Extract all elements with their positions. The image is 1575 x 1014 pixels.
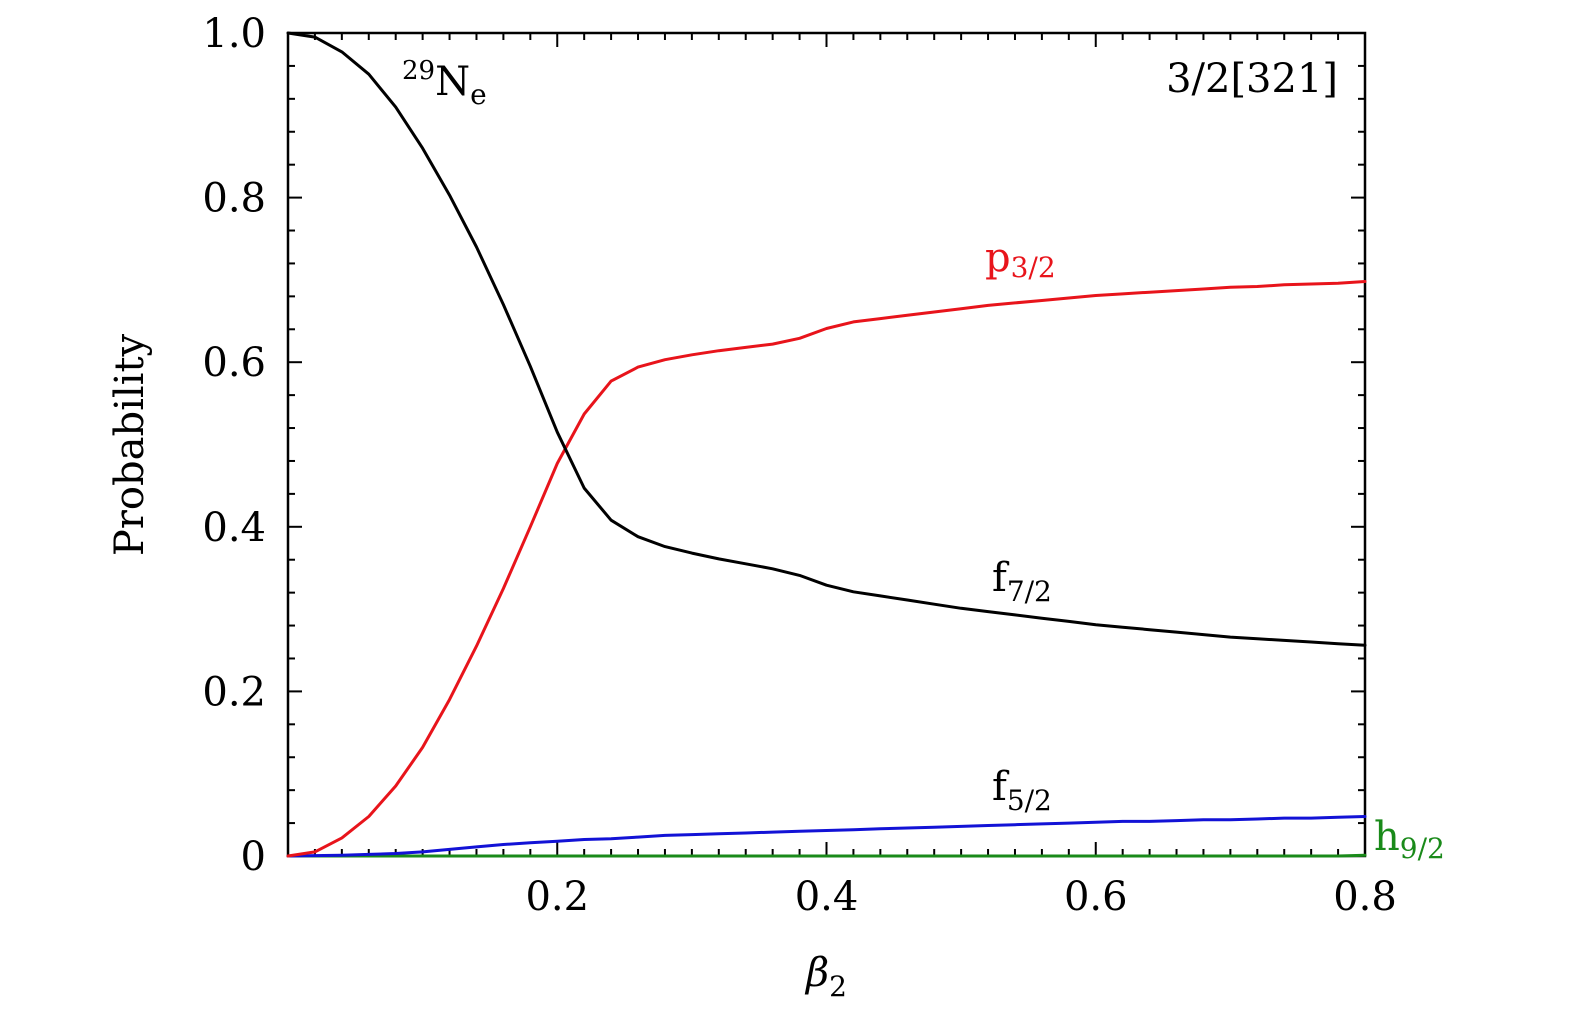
series-label-p32: p3/2 xyxy=(985,235,1056,284)
y-tick-label: 0.2 xyxy=(202,669,266,715)
series-line-h92 xyxy=(286,853,1367,858)
series-line-f72 xyxy=(286,31,1367,647)
orbital-label: 3/2[321] xyxy=(1166,56,1338,102)
x-tick-label: 0.4 xyxy=(795,874,859,920)
series-label-h92-main: h xyxy=(1374,814,1400,860)
x-tick-label: 0.2 xyxy=(525,874,589,920)
series-layer xyxy=(286,31,1367,858)
series-label-f72: f7/2 xyxy=(992,555,1052,608)
x-axis-label-main: β xyxy=(804,950,829,996)
series-label-h92: h9/2 xyxy=(1374,814,1445,865)
series-label-p32-sub: 3/2 xyxy=(1011,251,1056,284)
series-line-p32 xyxy=(286,280,1367,858)
series-label-h92-sub: 9/2 xyxy=(1400,832,1445,865)
nucleus-symbol-sub: e xyxy=(470,78,487,111)
series-label-p32-main: p xyxy=(985,235,1011,281)
series-label-f72-sub: 7/2 xyxy=(1007,575,1052,608)
series-line-f52 xyxy=(286,815,1367,858)
y-tick-label: 0 xyxy=(241,834,266,880)
x-axis-label-sub: 2 xyxy=(829,970,847,1003)
nucleus-label: 29Ne xyxy=(402,56,487,111)
y-tick-label: 0.4 xyxy=(202,505,266,551)
y-tick-label: 1.0 xyxy=(202,11,266,57)
series-label-f52-sub: 5/2 xyxy=(1007,784,1052,817)
y-tick-label: 0.8 xyxy=(202,176,266,222)
x-tick-label: 0.8 xyxy=(1333,874,1397,920)
x-axis-label: β2 xyxy=(804,950,847,1003)
plot-frame xyxy=(286,31,1367,858)
ticks-layer xyxy=(287,32,1366,857)
series-label-f72-main: f xyxy=(992,555,1010,601)
series-label-f52-main: f xyxy=(992,764,1010,810)
nucleus-mass-number: 29 xyxy=(402,56,435,86)
tick-labels-layer: 0.2 0.4 0.6 0.8 0 0.2 0.4 0.6 0.8 1.0 xyxy=(202,11,1396,920)
y-axis-label: Probability xyxy=(107,333,153,556)
x-tick-label: 0.6 xyxy=(1064,874,1128,920)
series-label-f52: f5/2 xyxy=(992,764,1052,817)
nucleus-symbol: N xyxy=(435,59,470,105)
y-tick-label: 0.6 xyxy=(202,340,266,386)
